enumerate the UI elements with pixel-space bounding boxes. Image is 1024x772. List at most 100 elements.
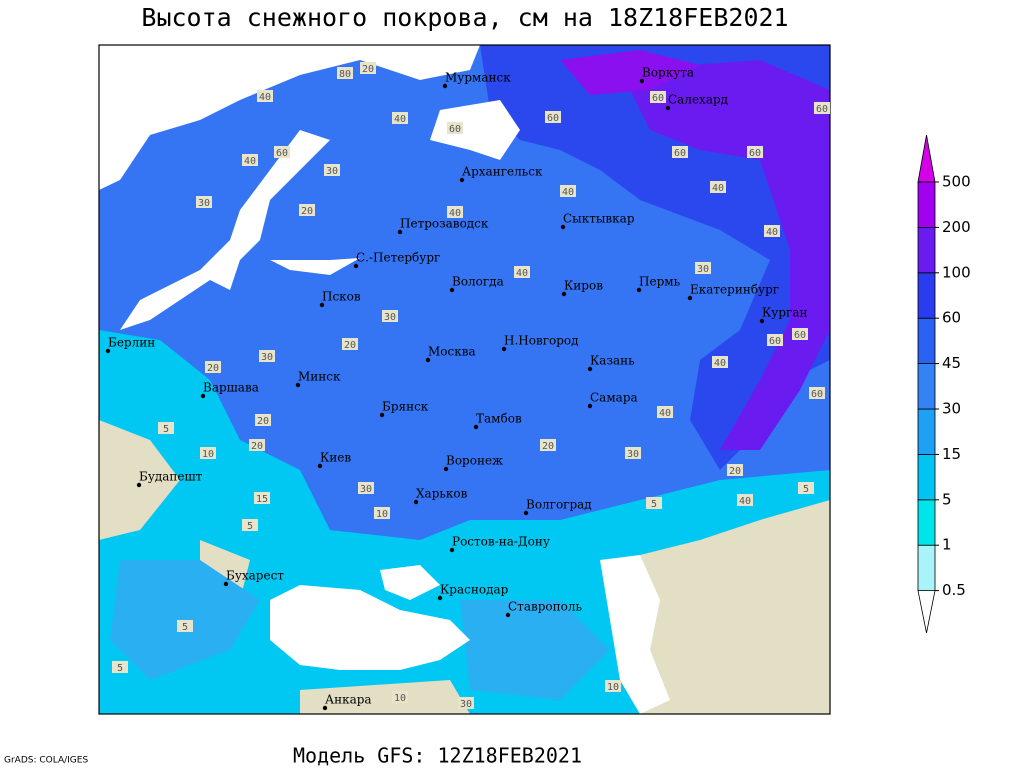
contour-label-box — [324, 164, 340, 176]
contour-label: 40 — [449, 208, 461, 219]
city-dot — [437, 595, 443, 601]
city-label: Минск — [298, 370, 341, 384]
contour-label: 10 — [376, 509, 388, 520]
colorbar-label: 1 — [942, 536, 952, 554]
city-label: Н.Новгород — [504, 334, 579, 348]
contour-label-box — [545, 111, 561, 123]
contour-label-box — [672, 146, 688, 158]
city-label: Сыктывкар — [563, 212, 635, 226]
city-dot — [136, 482, 142, 488]
city-dot — [425, 357, 431, 363]
colorbar-swatch — [917, 317, 936, 365]
contour-label-box — [814, 102, 830, 114]
colorbar-label: 500 — [942, 173, 971, 191]
contour-label: 30 — [460, 699, 472, 710]
contour-label: 60 — [276, 148, 288, 159]
contour-label: 5 — [803, 484, 809, 495]
contour-label: 5 — [117, 663, 123, 674]
colorbar-swatch — [917, 226, 936, 274]
colorbar-top — [917, 134, 936, 183]
contour-label: 20 — [362, 64, 374, 75]
contour-label-box — [447, 206, 463, 218]
city-label: Ставрополь — [508, 600, 582, 614]
city-label: Псков — [322, 290, 361, 304]
contour-label: 60 — [547, 113, 559, 124]
contour-label: 60 — [794, 330, 806, 341]
city-dot — [587, 403, 593, 409]
contour-label: 60 — [674, 148, 686, 159]
city-label: Тамбов — [476, 412, 522, 426]
city-label: Берлин — [108, 336, 155, 350]
colorbar-swatch — [917, 544, 936, 592]
colorbar-swatch — [917, 363, 936, 410]
colorbar-label: 100 — [942, 263, 971, 281]
contour-label-box — [254, 492, 270, 504]
colorbar-swatch — [917, 453, 936, 501]
city-label: Ростов-на-Дону — [452, 535, 550, 549]
contour-label-box — [657, 406, 673, 418]
contour-label: 30 — [627, 449, 639, 460]
city-dot — [295, 382, 301, 388]
contour-label: 40 — [712, 183, 724, 194]
city-dot — [473, 424, 479, 430]
contour-label-box — [112, 661, 128, 673]
city-dot — [505, 612, 511, 618]
contour-label: 20 — [257, 416, 269, 427]
city-dot — [687, 295, 693, 301]
contour-label-box — [809, 387, 825, 399]
city-label: Самара — [590, 391, 638, 405]
white-sea — [430, 100, 520, 160]
city-dot — [759, 318, 765, 324]
city-label: Екатеринбург — [690, 283, 779, 297]
colorbar-bottom — [917, 590, 936, 634]
city-dot — [459, 177, 465, 183]
contour-label: 40 — [714, 358, 726, 369]
contour-label: 10 — [607, 682, 619, 693]
contour-label: 30 — [384, 312, 396, 323]
contour-label-box — [646, 497, 662, 509]
city-dot — [379, 412, 385, 418]
contour-label-box — [392, 691, 408, 703]
contour-label-box — [737, 494, 753, 506]
contour-label: 60 — [769, 336, 781, 347]
contour-label: 60 — [449, 124, 461, 135]
city-dot — [223, 581, 229, 587]
contour-label: 30 — [261, 352, 273, 363]
colorbar-label: 30 — [942, 400, 961, 418]
contour-label-box — [205, 361, 221, 373]
contour-label: 60 — [811, 389, 823, 400]
contour-label-box — [560, 185, 576, 197]
city-dot — [636, 287, 642, 293]
contour-label-box — [767, 334, 783, 346]
city-label: Воронеж — [446, 454, 503, 468]
contour-label-box — [650, 91, 666, 103]
contour-label-box — [392, 112, 408, 124]
contour-label-box — [257, 90, 273, 102]
city-dot — [639, 78, 645, 84]
black-sea — [270, 585, 470, 670]
city-label: Архангельск — [462, 165, 543, 179]
contour-label: 60 — [749, 148, 761, 159]
contour-label-box — [514, 266, 530, 278]
colorbar-label: 0.5 — [942, 581, 966, 599]
contour-label-box — [792, 328, 808, 340]
contour-label: 60 — [652, 93, 664, 104]
city-label: Волгоград — [526, 498, 592, 512]
colorbar-label: 200 — [942, 218, 971, 236]
city-dot — [561, 291, 567, 297]
contour-label-box — [358, 482, 374, 494]
contour-label: 40 — [739, 496, 751, 507]
contour-label: 20 — [344, 340, 356, 351]
city-dot — [523, 510, 529, 516]
city-dot — [443, 466, 449, 472]
colorbar-swatch — [917, 499, 936, 546]
contour-label-box — [242, 154, 258, 166]
contour-label-box — [458, 697, 474, 709]
contour-label: 10 — [202, 449, 214, 460]
city-dot — [587, 366, 593, 372]
title: Высота снежного покрова, см на 18Z18FEB2… — [141, 3, 788, 32]
contour-label-box — [255, 414, 271, 426]
contour-label: 30 — [326, 166, 338, 177]
contour-label-box — [712, 356, 728, 368]
